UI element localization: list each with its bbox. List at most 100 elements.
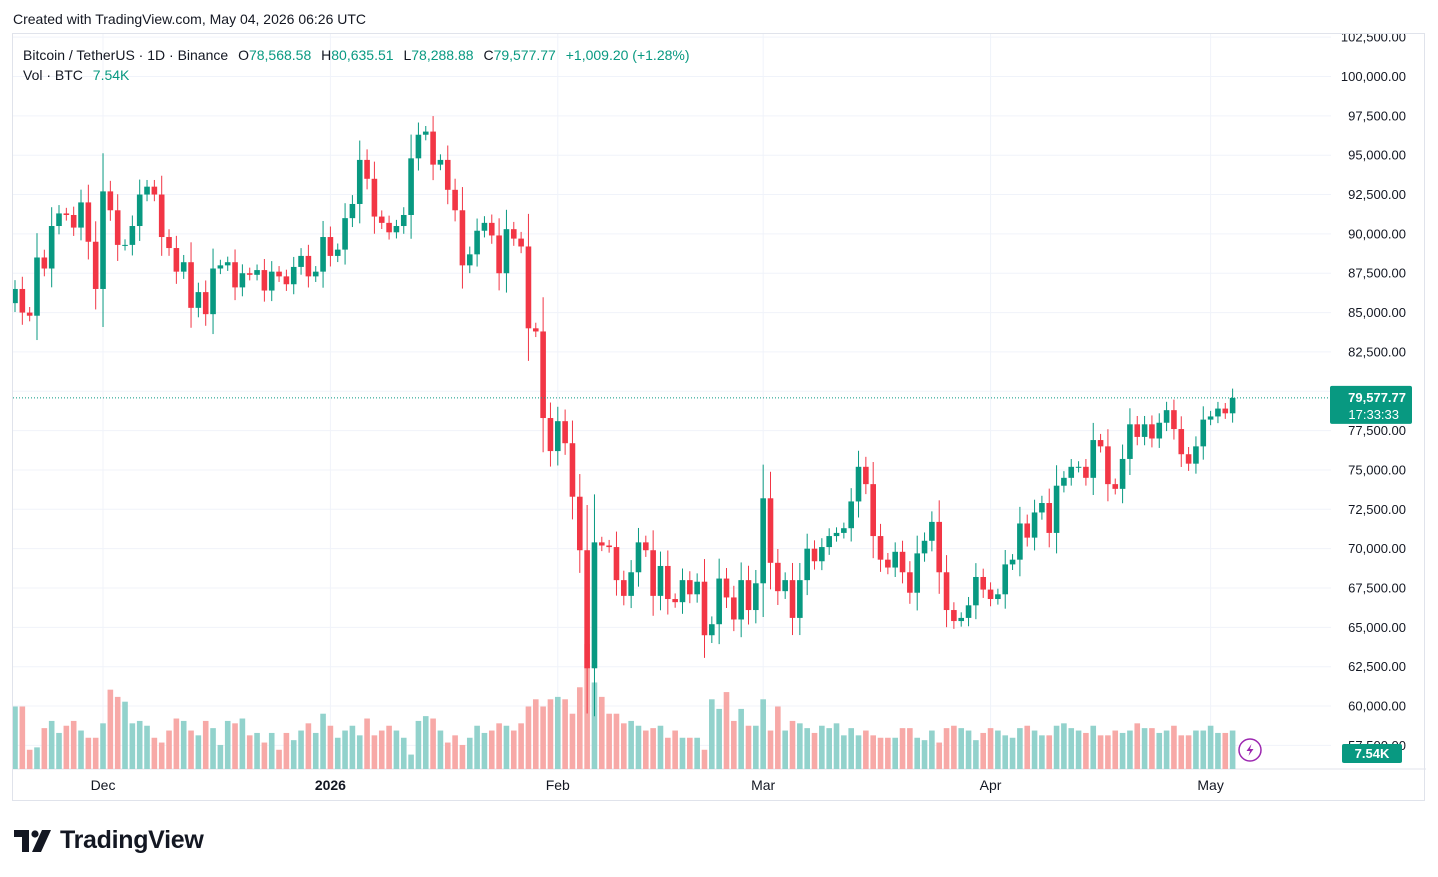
- candle-body: [56, 213, 62, 227]
- candle-body: [709, 624, 715, 636]
- candle-body: [973, 576, 979, 606]
- candle-body: [1229, 397, 1236, 414]
- y-tick-label: 82,500.00: [1348, 344, 1406, 359]
- volume-bar: [26, 749, 33, 769]
- candle-body: [320, 237, 326, 272]
- volume-bar: [496, 723, 502, 769]
- y-tick-label: 102,500.00: [1341, 34, 1406, 45]
- candle-body: [1097, 440, 1104, 447]
- y-tick-label: 75,000.00: [1348, 462, 1406, 477]
- candle-body: [92, 241, 99, 289]
- tradingview-logo[interactable]: TradingView: [14, 826, 204, 855]
- lightning-icon[interactable]: [1238, 738, 1262, 762]
- candle-body: [1031, 512, 1038, 538]
- candle-body: [246, 273, 253, 275]
- candle-body: [78, 202, 84, 228]
- candle-body: [496, 235, 502, 274]
- candle-body: [1185, 454, 1192, 464]
- volume-bar: [679, 737, 686, 769]
- candle-body: [144, 186, 150, 195]
- volume-bar: [327, 725, 334, 769]
- volume-bar: [224, 720, 231, 769]
- candle-body: [599, 542, 605, 546]
- candle-body: [745, 580, 752, 611]
- candle-body: [613, 547, 620, 581]
- volume-bar: [85, 737, 92, 769]
- volume-bar: [261, 742, 268, 769]
- volume-bar: [980, 732, 987, 769]
- volume-bar: [1031, 730, 1038, 769]
- candle-body: [415, 134, 422, 159]
- volume-bar: [364, 718, 370, 769]
- legend-symbol[interactable]: Bitcoin / TetherUS · 1D · Binance: [23, 47, 229, 63]
- candle-body: [26, 312, 33, 316]
- volume-bar: [488, 730, 495, 769]
- candle-body: [958, 617, 965, 622]
- candle-body: [378, 216, 385, 223]
- volume-bar: [437, 730, 444, 769]
- volume-bar: [334, 737, 341, 769]
- volume-bar: [694, 737, 700, 769]
- volume-bar: [92, 737, 99, 769]
- candle-body: [85, 202, 92, 242]
- candle-body: [1053, 485, 1060, 533]
- volume-bar: [349, 725, 356, 769]
- volume-bar: [290, 740, 297, 769]
- volume-bar: [540, 706, 546, 769]
- volume-bar: [789, 720, 796, 769]
- candle-body: [129, 226, 136, 245]
- volume-bar: [1200, 730, 1207, 769]
- volume-bar: [951, 725, 957, 769]
- volume-bar: [356, 735, 363, 769]
- chart-frame[interactable]: 57,500.0060,000.0062,500.0065,000.0067,5…: [12, 33, 1426, 802]
- candle-body: [488, 222, 495, 236]
- candle-body: [1163, 410, 1170, 423]
- chart-canvas[interactable]: 57,500.0060,000.0062,500.0065,000.0067,5…: [13, 34, 1426, 802]
- volume-bar: [745, 725, 752, 769]
- candle-countdown: 17:33:33: [1348, 407, 1399, 422]
- candle-body: [731, 597, 737, 620]
- volume-bar: [606, 713, 612, 769]
- volume-bar: [672, 730, 678, 769]
- y-tick-label: 87,500.00: [1348, 266, 1406, 281]
- candle-body: [855, 466, 862, 502]
- volume-bar: [430, 718, 436, 769]
- candle-body: [899, 551, 906, 573]
- candle-body: [767, 498, 774, 563]
- legend-low: 78,288.88: [411, 47, 474, 63]
- volume-bar: [657, 725, 664, 769]
- volume-bar: [760, 699, 766, 769]
- legend-volume-label[interactable]: Vol · BTC: [23, 67, 83, 83]
- candle-body: [1171, 410, 1177, 430]
- candle-body: [1112, 484, 1119, 489]
- candle-body: [510, 229, 517, 239]
- volume-bar: [1149, 728, 1155, 769]
- y-tick-label: 92,500.00: [1348, 187, 1406, 202]
- legend-high: 80,635.51: [331, 47, 394, 63]
- volume-bar: [723, 692, 730, 769]
- candle-body: [576, 496, 583, 551]
- y-tick-label: 77,500.00: [1348, 423, 1406, 438]
- candle-body: [554, 421, 561, 452]
- candle-body: [833, 532, 840, 537]
- candle-body: [965, 605, 972, 618]
- candle-body: [1090, 440, 1097, 478]
- candle-body: [444, 159, 451, 190]
- candle-body: [1046, 503, 1053, 533]
- y-tick-label: 100,000.00: [1341, 69, 1406, 84]
- candle-body: [650, 550, 656, 596]
- legend-price-row: Bitcoin / TetherUS · 1D · Binance O78,56…: [23, 45, 690, 65]
- volume-bar: [628, 720, 634, 769]
- legend-open: 78,568.58: [248, 47, 312, 63]
- x-tick-label: May: [1197, 777, 1223, 793]
- volume-bar: [408, 754, 414, 769]
- candle-body: [356, 159, 363, 204]
- y-tick-label: 65,000.00: [1348, 620, 1406, 635]
- x-tick-label: 2026: [315, 777, 346, 793]
- volume-bar: [1178, 735, 1185, 769]
- candle-body: [1002, 564, 1009, 595]
- volume-bar: [569, 713, 576, 769]
- candle-body: [562, 421, 568, 444]
- volume-bar: [877, 737, 884, 769]
- volume-bar: [136, 720, 143, 769]
